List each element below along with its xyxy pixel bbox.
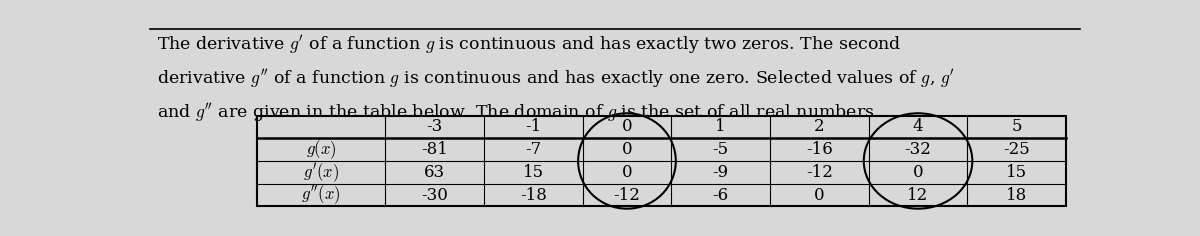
Text: -30: -30 — [421, 186, 448, 203]
Text: -12: -12 — [806, 164, 833, 181]
Text: 2: 2 — [814, 118, 824, 135]
Text: -16: -16 — [806, 141, 833, 158]
Text: 12: 12 — [907, 186, 929, 203]
Text: -6: -6 — [713, 186, 728, 203]
Text: -25: -25 — [1003, 141, 1030, 158]
Text: $g(x)$: $g(x)$ — [306, 138, 336, 161]
Text: and $g''$ are given in the table below. The domain of $g$ is the set of all real: and $g''$ are given in the table below. … — [157, 101, 880, 124]
Text: 1: 1 — [715, 118, 726, 135]
Text: -5: -5 — [713, 141, 728, 158]
Text: The derivative $g'$ of a function $g$ is continuous and has exactly two zeros. T: The derivative $g'$ of a function $g$ is… — [157, 34, 902, 56]
Text: -32: -32 — [905, 141, 931, 158]
Text: 0: 0 — [913, 164, 923, 181]
Text: 18: 18 — [1006, 186, 1027, 203]
Text: 5: 5 — [1012, 118, 1022, 135]
Text: -9: -9 — [713, 164, 728, 181]
Text: 63: 63 — [424, 164, 445, 181]
Text: 0: 0 — [622, 164, 632, 181]
Text: $g''(x)$: $g''(x)$ — [301, 184, 341, 206]
Text: -12: -12 — [613, 186, 641, 203]
Text: 0: 0 — [814, 186, 824, 203]
Text: 0: 0 — [622, 118, 632, 135]
Text: 0: 0 — [622, 141, 632, 158]
Text: derivative $g''$ of a function $g$ is continuous and has exactly one zero. Selec: derivative $g''$ of a function $g$ is co… — [157, 67, 955, 90]
Text: 15: 15 — [523, 164, 544, 181]
Text: -1: -1 — [526, 118, 541, 135]
Text: -7: -7 — [526, 141, 541, 158]
Bar — [257, 116, 1066, 206]
Text: 4: 4 — [913, 118, 923, 135]
Text: -3: -3 — [426, 118, 443, 135]
Text: 15: 15 — [1006, 164, 1027, 181]
Text: -81: -81 — [421, 141, 448, 158]
Text: $g'(x)$: $g'(x)$ — [302, 161, 340, 184]
Text: -18: -18 — [520, 186, 547, 203]
